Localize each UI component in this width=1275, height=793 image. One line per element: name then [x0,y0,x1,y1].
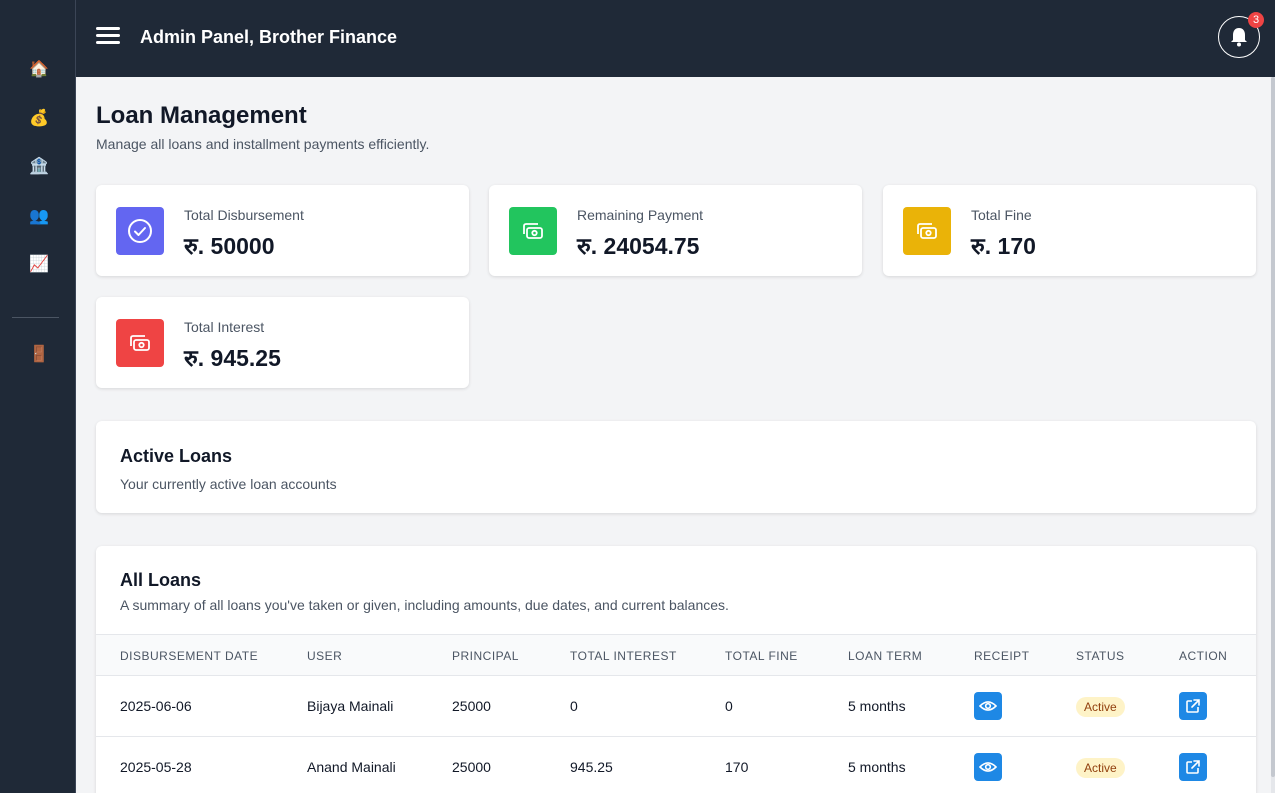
cell-disbursement-date: 2025-05-28 [120,759,192,775]
sidebar-item-bank[interactable]: 🏦 [28,155,50,177]
page-title: Loan Management [96,102,307,129]
sidebar-item-reports[interactable]: 📈 [28,253,50,275]
active-loans-panel: Active Loans Your currently active loan … [96,421,1256,513]
stat-label: Total Disbursement [184,207,304,223]
stat-label: Total Interest [184,319,265,335]
all-loans-description: A summary of all loans you've taken or g… [120,597,729,613]
loans-table: DISBURSEMENT DATE USER PRINCIPAL TOTAL I… [96,634,1256,793]
notifications-button[interactable] [1218,16,1260,58]
status-badge: Active [1076,758,1125,778]
stat-icon-box [116,207,164,255]
stat-label: Remaining Payment [577,207,704,223]
cash-icon [130,335,150,351]
chart-icon: 📈 [29,256,49,273]
cell-loan-term: 5 months [848,759,906,775]
cell-user: Anand Mainali [307,759,396,775]
open-loan-button[interactable] [1179,753,1207,781]
view-receipt-button[interactable] [974,753,1002,781]
sidebar-item-loans[interactable]: 💰 [28,107,50,129]
sidebar-item-users[interactable]: 👥 [28,205,50,227]
sidebar-item-logout[interactable]: 🚪 [28,343,50,365]
scrollbar-thumb[interactable] [1271,77,1275,777]
bank-icon: 🏦 [29,158,49,175]
users-icon: 👥 [29,208,49,225]
stat-card-total-interest: Total Interest रु. 945.25 [96,297,469,388]
column-header-disbursement-date[interactable]: DISBURSEMENT DATE [120,649,259,663]
stat-value: रु. 945.25 [184,345,281,371]
column-header-user[interactable]: USER [307,649,343,663]
app-title: Admin Panel, Brother Finance [140,27,398,47]
column-header-principal[interactable]: PRINCIPAL [452,649,519,663]
table-row: 2025-05-28 Anand Mainali 25000 945.25 17… [96,737,1256,793]
hamburger-menu-button[interactable] [96,27,120,47]
all-loans-title: All Loans [120,570,202,590]
stat-value: रु. 50000 [184,233,275,259]
view-receipt-button[interactable] [974,692,1002,720]
cell-total-interest: 0 [570,698,578,714]
check-circle-icon [128,219,152,243]
cell-loan-term: 5 months [848,698,906,714]
stat-card-total-fine: Total Fine रु. 170 [883,185,1256,276]
notification-count-badge: 3 [1248,12,1264,28]
active-loans-description: Your currently active loan accounts [120,476,337,492]
hamburger-icon-line [96,41,120,44]
stat-icon-box [116,319,164,367]
all-loans-panel: All Loans A summary of all loans you've … [96,546,1256,793]
stat-card-total-disbursement: Total Disbursement रु. 50000 [96,185,469,276]
eye-icon [979,701,997,711]
page-subtitle: Manage all loans and installment payment… [96,136,430,152]
sidebar: 🏠 💰 🏦 👥 📈 🚪 [0,0,76,793]
cell-total-fine: 170 [725,759,749,775]
hamburger-icon-line [96,34,120,37]
open-loan-button[interactable] [1179,692,1207,720]
column-header-total-fine[interactable]: TOTAL FINE [725,649,798,663]
door-icon: 🚪 [29,346,49,363]
stat-value: रु. 24054.75 [577,233,700,259]
stat-icon-box [509,207,557,255]
money-bag-icon: 💰 [29,110,49,127]
stat-icon-box [903,207,951,255]
column-header-receipt[interactable]: RECEIPT [974,649,1030,663]
column-header-total-interest[interactable]: TOTAL INTEREST [570,649,677,663]
stat-label: Total Fine [971,207,1032,223]
status-badge: Active [1076,697,1125,717]
cell-total-interest: 945.25 [570,759,613,775]
external-link-icon [1186,699,1200,713]
column-header-action[interactable]: ACTION [1179,649,1228,663]
stat-card-remaining-payment: Remaining Payment रु. 24054.75 [489,185,862,276]
column-header-status[interactable]: STATUS [1076,649,1125,663]
home-icon: 🏠 [29,61,49,78]
column-header-loan-term[interactable]: LOAN TERM [848,649,923,663]
table-header: DISBURSEMENT DATE USER PRINCIPAL TOTAL I… [96,634,1256,676]
external-link-icon [1186,760,1200,774]
table-row: 2025-06-06 Bijaya Mainali 25000 0 0 5 mo… [96,676,1256,737]
active-loans-title: Active Loans [120,446,233,466]
stat-value: रु. 170 [971,233,1036,259]
cell-principal: 25000 [452,698,491,714]
sidebar-item-home[interactable]: 🏠 [28,58,50,80]
bell-icon [1231,28,1247,47]
sidebar-divider [12,317,59,318]
cell-total-fine: 0 [725,698,733,714]
cash-icon [917,223,937,239]
cell-disbursement-date: 2025-06-06 [120,698,192,714]
hamburger-icon [96,27,120,30]
cell-user: Bijaya Mainali [307,698,394,714]
eye-icon [979,762,997,772]
cash-icon [523,223,543,239]
top-bar: Admin Panel, Brother Finance 3 [76,0,1275,77]
cell-principal: 25000 [452,759,491,775]
